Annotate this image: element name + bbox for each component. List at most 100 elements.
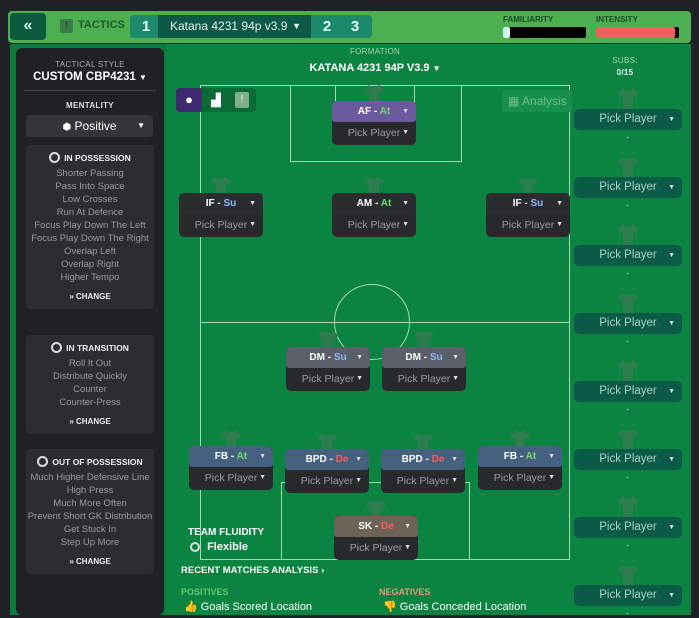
pick-player-dropdown[interactable]: Pick Player ▼ bbox=[381, 470, 465, 492]
positive-item[interactable]: 👍 Goals Scored Location bbox=[184, 600, 312, 613]
chevron-down-icon: ▼ bbox=[432, 64, 441, 73]
sub-slot[interactable]: Pick Player ▼ bbox=[574, 109, 682, 130]
position-card[interactable]: AM - At ▼ Pick Player ▼ bbox=[332, 193, 416, 237]
position-card[interactable]: DM - Su ▼ Pick Player ▼ bbox=[286, 347, 370, 391]
sub-slot[interactable]: Pick Player ▼ bbox=[574, 585, 682, 606]
player-view-button[interactable]: ● bbox=[176, 88, 202, 112]
pick-player-dropdown[interactable]: Pick Player ▼ bbox=[382, 368, 466, 390]
change-button[interactable]: » CHANGE bbox=[26, 417, 154, 434]
pick-player-dropdown[interactable]: Pick Player ▼ bbox=[334, 537, 418, 559]
ball-icon bbox=[49, 152, 61, 163]
team-fluidity-value[interactable]: Flexible bbox=[190, 541, 248, 553]
tactic-name-dropdown[interactable]: Katana 4231 94p v3.9 ▼ bbox=[158, 15, 311, 38]
player-name: Pick Player bbox=[300, 475, 354, 487]
instruction-item: Higher Tempo bbox=[60, 272, 120, 283]
position-card[interactable]: AF - At ▼ Pick Player ▼ bbox=[332, 101, 416, 145]
change-button[interactable]: » CHANGE bbox=[26, 292, 154, 309]
recent-matches-analysis-link[interactable]: RECENT MATCHES ANALYSIS › bbox=[181, 565, 324, 576]
pick-player-dropdown[interactable]: Pick Player ▼ bbox=[179, 214, 263, 236]
duty: At bbox=[379, 106, 391, 117]
role-dropdown[interactable]: FB - At ▼ bbox=[189, 446, 273, 467]
position-card[interactable]: DM - Su ▼ Pick Player ▼ bbox=[382, 347, 466, 391]
instruction-item: Distribute Quickly bbox=[53, 371, 127, 382]
position-card[interactable]: SK - De ▼ Pick Player ▼ bbox=[334, 516, 418, 560]
position-card[interactable]: IF - Su ▼ Pick Player ▼ bbox=[179, 193, 263, 237]
negatives-label: NEGATIVES bbox=[379, 587, 431, 597]
caret-down-icon: ▼ bbox=[402, 108, 409, 115]
stats-view-button[interactable]: ▟ bbox=[203, 88, 229, 112]
role-dropdown[interactable]: AM - At ▼ bbox=[332, 193, 416, 214]
formation-dropdown[interactable]: KATANA 4231 94P V3.9 ▼ bbox=[280, 62, 470, 74]
transition-icon bbox=[51, 342, 63, 353]
positives-label: POSITIVES bbox=[181, 587, 229, 597]
position-card[interactable]: FB - At ▼ Pick Player ▼ bbox=[189, 446, 273, 490]
tactic-slot-2[interactable]: 2 bbox=[322, 18, 332, 35]
sub-player: Pick Player bbox=[599, 521, 657, 533]
mentality-dropdown[interactable]: ⬢ Positive ▼ bbox=[26, 115, 153, 137]
caret-down-icon: ▼ bbox=[249, 221, 256, 228]
position-card[interactable]: BPD - De ▼ Pick Player ▼ bbox=[285, 449, 369, 493]
shirt-icon bbox=[615, 359, 641, 385]
pick-player-dropdown[interactable]: Pick Player ▼ bbox=[332, 214, 416, 236]
caret-down-icon: ▼ bbox=[355, 456, 362, 463]
section-in-transition: IN TRANSITION Roll It Out Distribute Quick… bbox=[26, 335, 154, 434]
position-card[interactable]: IF - Su ▼ Pick Player ▼ bbox=[486, 193, 570, 237]
sub-slot[interactable]: Pick Player ▼ bbox=[574, 177, 682, 198]
pick-player-dropdown[interactable]: Pick Player ▼ bbox=[189, 467, 273, 489]
role-dropdown[interactable]: IF - Su ▼ bbox=[179, 193, 263, 214]
negative-item[interactable]: 👎 Goals Conceded Location bbox=[383, 600, 526, 613]
tactical-style-dropdown[interactable]: CUSTOM CBP4231 ▼ bbox=[16, 71, 164, 83]
sub-slot[interactable]: Pick Player ▼ bbox=[574, 245, 682, 266]
caret-down-icon: ▼ bbox=[451, 477, 458, 484]
tactic-slot-1[interactable]: 1 bbox=[141, 18, 151, 35]
tactic-slot-3[interactable]: 3 bbox=[350, 18, 360, 35]
sub-slot[interactable]: Pick Player ▼ bbox=[574, 517, 682, 538]
role: AM bbox=[356, 198, 373, 209]
change-button[interactable]: » CHANGE bbox=[26, 557, 154, 574]
pick-player-dropdown[interactable]: Pick Player ▼ bbox=[286, 368, 370, 390]
sub-player: Pick Player bbox=[599, 453, 657, 465]
penalty-box-bottom bbox=[281, 482, 470, 560]
caret-down-icon: ▼ bbox=[668, 456, 675, 463]
player-name: Pick Player bbox=[301, 373, 355, 385]
pick-player-dropdown[interactable]: Pick Player ▼ bbox=[332, 122, 416, 144]
pick-player-dropdown[interactable]: Pick Player ▼ bbox=[486, 214, 570, 236]
instructions-view-button[interactable]: ! bbox=[235, 92, 249, 108]
intensity-bar[interactable] bbox=[596, 27, 679, 38]
pick-player-dropdown[interactable]: Pick Player ▼ bbox=[285, 470, 369, 492]
formation-label: FORMATION bbox=[349, 47, 401, 56]
role: IF bbox=[205, 198, 215, 209]
back-button[interactable]: « bbox=[10, 13, 46, 40]
role-dropdown[interactable]: BPD - De ▼ bbox=[381, 449, 465, 470]
instruction-item: Roll It Out bbox=[68, 358, 112, 369]
sub-slot[interactable]: Pick Player ▼ bbox=[574, 313, 682, 334]
role-dropdown[interactable]: BPD - De ▼ bbox=[285, 449, 369, 470]
subs-label: SUBS: bbox=[612, 56, 638, 65]
role: DM bbox=[405, 352, 421, 363]
position-card[interactable]: BPD - De ▼ Pick Player ▼ bbox=[381, 449, 465, 493]
double-chevron-right-icon: » bbox=[69, 292, 74, 301]
role-dropdown[interactable]: IF - Su ▼ bbox=[486, 193, 570, 214]
familiarity-bar[interactable] bbox=[503, 27, 586, 38]
role-dropdown[interactable]: DM - Su ▼ bbox=[382, 347, 466, 368]
instruction-item: Much More Often bbox=[53, 498, 127, 509]
analysis-button[interactable]: ▦ Analysis bbox=[502, 90, 572, 112]
section-out-of-possession: OUT OF POSSESSION Much Higher Defensive L… bbox=[26, 449, 154, 574]
role-dropdown[interactable]: DM - Su ▼ bbox=[286, 347, 370, 368]
instruction-item: Low Crosses bbox=[62, 194, 118, 205]
role-dropdown[interactable]: AF - At ▼ bbox=[332, 101, 416, 122]
bar-chart-icon: ▟ bbox=[211, 93, 221, 107]
mentality-label: MENTALITY bbox=[66, 101, 114, 110]
instruction-item: Focus Play Down The Left bbox=[34, 220, 146, 231]
player-name: Pick Player bbox=[396, 475, 450, 487]
role-dropdown[interactable]: FB - At ▼ bbox=[478, 446, 562, 467]
pick-player-dropdown[interactable]: Pick Player ▼ bbox=[478, 467, 562, 489]
position-card[interactable]: FB - At ▼ Pick Player ▼ bbox=[478, 446, 562, 490]
sub-slot[interactable]: Pick Player ▼ bbox=[574, 381, 682, 402]
chevron-right-icon: › bbox=[321, 565, 325, 576]
shirt-icon bbox=[615, 291, 641, 317]
role-dropdown[interactable]: SK - De ▼ bbox=[334, 516, 418, 537]
tactics-icon: ! bbox=[60, 19, 73, 33]
mentality-value: Positive bbox=[74, 119, 117, 133]
sub-slot[interactable]: Pick Player ▼ bbox=[574, 449, 682, 470]
